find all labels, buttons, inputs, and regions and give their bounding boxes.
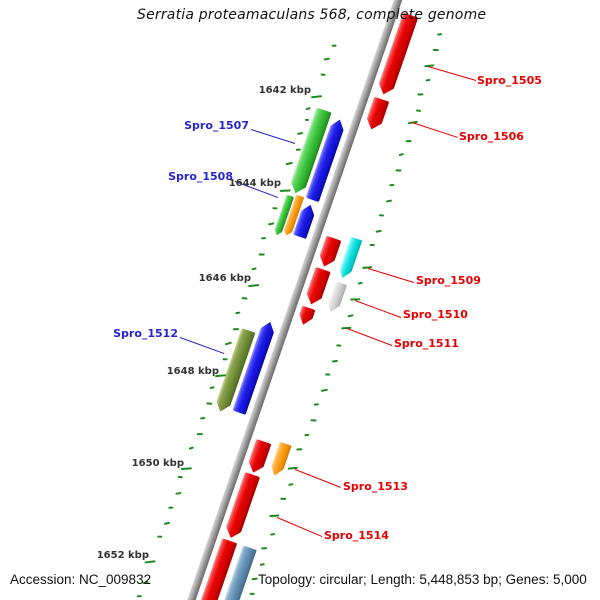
scale-tick — [369, 243, 375, 247]
label-leader-line — [250, 128, 296, 144]
gene-label-Spro_1509: Spro_1509 — [416, 274, 481, 287]
scale-tick — [385, 199, 393, 203]
scale-tick — [222, 358, 228, 361]
label-leader-line — [367, 267, 415, 283]
scale-tick — [260, 236, 266, 240]
scale-tick — [297, 131, 304, 136]
scale-tick — [224, 341, 232, 346]
scale-label: 1644 kbp — [228, 178, 281, 189]
scale-label: 1650 kbp — [131, 458, 184, 469]
scale-tick — [206, 402, 213, 405]
label-leader-line — [346, 327, 393, 346]
scale-tick — [268, 222, 275, 226]
scale-tick — [167, 506, 173, 509]
scale-tick — [424, 78, 431, 82]
scale-label: 1646 kbp — [198, 273, 251, 284]
scale-tick — [234, 311, 241, 315]
scale-tick — [232, 328, 240, 331]
scale-tick — [136, 595, 142, 598]
scale-tick — [304, 118, 310, 122]
scale-tick — [269, 532, 275, 536]
scale-tick — [432, 48, 439, 52]
scale-label: 1648 kbp — [166, 366, 219, 377]
label-leader-line — [411, 121, 459, 138]
accession-text: Accession: NC_009832 — [10, 572, 152, 587]
scale-tick — [163, 521, 171, 526]
scale-tick — [395, 169, 402, 172]
label-leader-line — [294, 468, 342, 488]
scale-tick — [310, 419, 317, 422]
scale-tick — [247, 283, 259, 288]
scale-tick — [279, 189, 291, 192]
gene-label-Spro_1511: Spro_1511 — [394, 337, 459, 350]
scale-label: 1642 kbp — [258, 85, 311, 96]
gene-arrow-Spro_1510-arrow — [325, 281, 347, 315]
stats-text: Topology: circular; Length: 5,448,853 bp… — [258, 572, 587, 587]
scale-tick — [280, 497, 287, 501]
label-leader-line — [354, 299, 402, 318]
scale-tick — [417, 93, 424, 96]
gene-label-Spro_1508: Spro_1508 — [168, 170, 233, 183]
scale-tick — [378, 214, 384, 217]
scale-tick — [310, 95, 322, 99]
scale-tick — [271, 206, 278, 210]
scale-tick — [405, 139, 412, 143]
gene-label-Spro_1507: Spro_1507 — [184, 119, 249, 132]
scale-tick — [250, 267, 257, 271]
scale-tick — [196, 433, 203, 436]
scale-tick — [175, 491, 182, 496]
scale-tick — [249, 592, 255, 595]
scale-tick — [323, 57, 331, 61]
scale-tick — [285, 161, 293, 166]
scale-tick — [258, 253, 265, 256]
gene-arrow-red-mid-3 — [296, 305, 315, 327]
gene-label-Spro_1513: Spro_1513 — [343, 480, 408, 493]
scale-tick — [347, 314, 354, 318]
scale-tick — [303, 433, 310, 437]
scale-tick — [331, 44, 337, 47]
scale-tick — [415, 109, 421, 113]
label-leader-line — [276, 516, 323, 537]
scale-tick — [296, 448, 303, 451]
gene-label-Spro_1506: Spro_1506 — [459, 130, 524, 143]
scale-tick — [188, 446, 194, 450]
scale-tick — [251, 577, 258, 581]
scale-tick — [177, 475, 183, 479]
gene-label-Spro_1512: Spro_1512 — [113, 327, 178, 340]
scale-tick — [388, 183, 395, 187]
scale-tick — [259, 562, 265, 567]
scale-tick — [241, 297, 248, 300]
scale-tick — [436, 32, 442, 36]
scale-tick — [261, 547, 268, 550]
scale-tick — [305, 106, 311, 111]
scale-tick — [320, 388, 328, 392]
gene-label-Spro_1510: Spro_1510 — [403, 308, 468, 321]
scale-tick — [335, 344, 341, 347]
gene-label-Spro_1505: Spro_1505 — [477, 74, 542, 87]
scale-tick — [319, 73, 326, 77]
scale-label: 1652 kbp — [96, 550, 149, 561]
gene-arrow-red-mid-1 — [317, 236, 342, 270]
scale-tick — [398, 152, 404, 157]
scale-tick — [287, 482, 294, 487]
label-leader-line — [179, 336, 225, 354]
scale-tick — [331, 359, 339, 363]
figure-title: Serratia proteamaculans 568, complete ge… — [137, 7, 487, 23]
scale-tick — [375, 229, 382, 233]
gene-arrow-Spro_1506-arrow — [364, 97, 390, 132]
scale-tick — [313, 403, 319, 406]
scale-tick — [324, 373, 330, 376]
scale-tick — [156, 535, 162, 538]
gene-label-Spro_1514: Spro_1514 — [324, 529, 389, 542]
scale-tick — [357, 281, 363, 285]
scale-tick — [199, 416, 205, 420]
label-leader-line — [427, 65, 477, 81]
gene-arrow-Spro_1513-arrow — [268, 441, 291, 477]
scale-tick — [209, 385, 215, 390]
gene-arrow-red-bot-1 — [246, 439, 272, 475]
scale-tick — [295, 148, 301, 151]
